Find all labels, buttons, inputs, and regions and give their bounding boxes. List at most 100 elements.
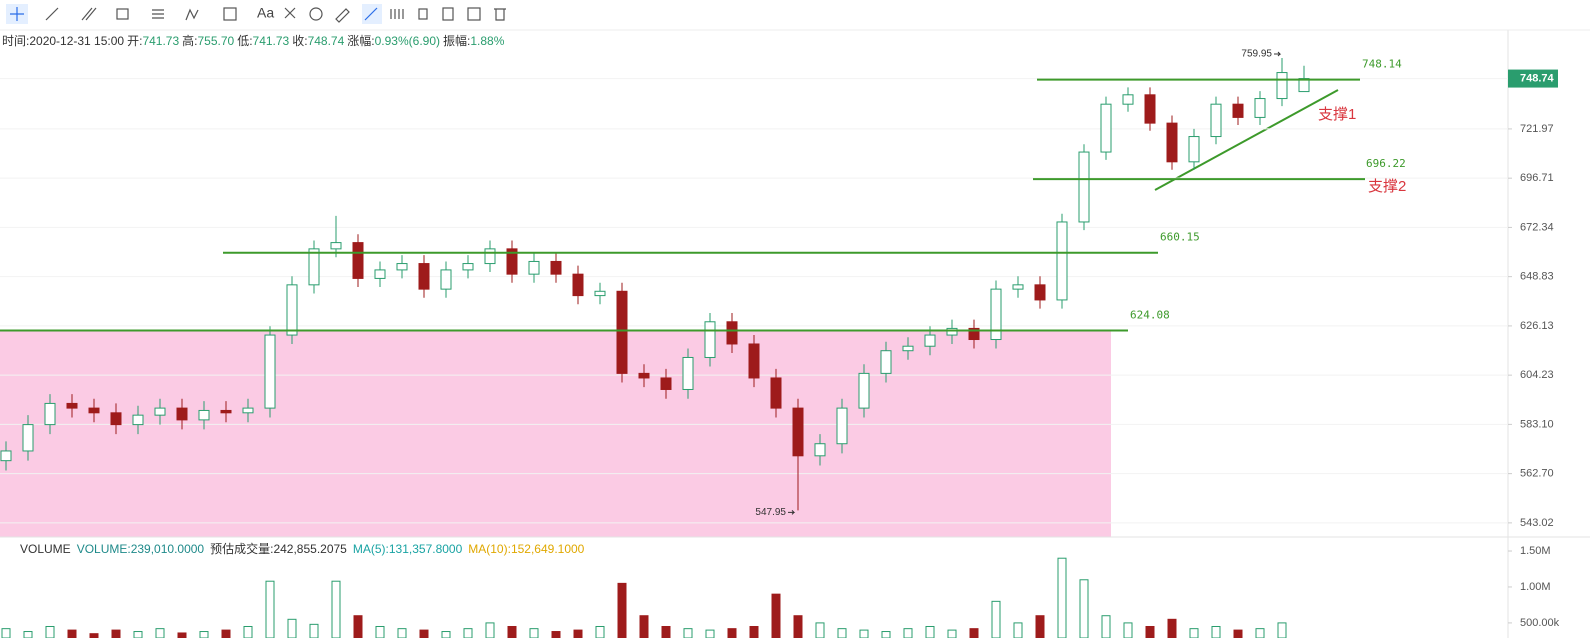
candle-body	[836, 407, 848, 445]
wave-tool[interactable]	[185, 8, 199, 21]
candle-body	[1100, 103, 1112, 153]
candle-body	[1078, 151, 1090, 223]
crosshair-tool[interactable]	[10, 7, 24, 21]
info-label: 时间:	[2, 34, 30, 48]
candle-body	[726, 321, 738, 345]
magnet-tool[interactable]	[309, 7, 323, 21]
candle-body	[858, 372, 870, 409]
volume-stat: 预估成交量:242,855.2075	[210, 542, 347, 556]
candle-body	[1298, 78, 1310, 93]
volume-bar	[89, 633, 99, 638]
bars-tool[interactable]	[390, 9, 404, 19]
y-tick-label: 672.34	[1520, 221, 1554, 233]
volume-bar	[925, 625, 935, 638]
info-value: 741.73	[252, 34, 290, 48]
level-label: 696.22	[1366, 157, 1406, 170]
volume-bar	[661, 625, 671, 638]
volume-bar	[507, 625, 517, 638]
hide-tool[interactable]	[467, 7, 481, 21]
candle-body	[550, 260, 562, 275]
volume-bar	[441, 631, 451, 638]
volume-bar	[485, 622, 495, 638]
volume-bar	[1123, 622, 1133, 638]
volume-bar	[793, 615, 803, 638]
candle-body	[1166, 122, 1178, 163]
text-tool[interactable]: Aa	[257, 5, 274, 21]
candle-body	[0, 450, 12, 462]
level-label: 660.15	[1160, 231, 1200, 244]
candle-body	[1056, 221, 1068, 301]
candle-body	[418, 263, 430, 290]
volume-tick-label: 1.00M	[1520, 581, 1551, 593]
volume-bar	[67, 629, 77, 638]
fib-tool[interactable]	[152, 9, 164, 19]
pen-tool[interactable]	[364, 7, 378, 21]
volume-bar	[375, 625, 385, 638]
volume-bar	[133, 631, 143, 638]
info-value: 748.74	[307, 34, 345, 48]
candle-body	[968, 327, 980, 341]
y-tick-label: 543.02	[1520, 517, 1554, 529]
candle-body	[704, 321, 716, 358]
toolbar[interactable]	[6, 4, 506, 24]
candle-body	[66, 402, 78, 409]
volume-bar	[353, 615, 363, 638]
candle-body	[484, 248, 496, 265]
y-tick-label: 696.71	[1520, 172, 1554, 184]
lock-tool[interactable]	[418, 8, 428, 20]
candle-body	[286, 284, 298, 336]
annotation: 支撑2	[1368, 178, 1406, 195]
candle-body	[242, 407, 254, 414]
info-label: 高:	[182, 34, 198, 48]
candle-body	[330, 242, 342, 250]
info-value: 2020-12-31 15:00	[29, 34, 125, 48]
volume-bar	[287, 618, 297, 638]
candle-body	[132, 414, 144, 426]
tool-active[interactable]	[362, 4, 382, 24]
delete-tool[interactable]	[494, 8, 506, 21]
price-tag	[1508, 69, 1558, 88]
info-label: 振幅:	[443, 34, 471, 48]
candle-body	[1188, 136, 1200, 163]
shape-tool[interactable]	[116, 8, 129, 20]
pattern-tool[interactable]	[284, 7, 296, 19]
candle-body	[352, 242, 364, 279]
candle-body	[682, 356, 694, 390]
volume-bar	[1013, 622, 1023, 638]
line-tool[interactable]	[45, 7, 59, 21]
info-label: 涨幅:	[347, 34, 375, 48]
info-label: 收:	[292, 34, 308, 48]
volume-bar	[573, 629, 583, 638]
y-tick-label: 562.70	[1520, 468, 1554, 480]
volume-bar	[1101, 615, 1111, 638]
candle-body	[572, 273, 584, 297]
candle-body	[1034, 284, 1046, 301]
volume-bar	[1189, 628, 1199, 638]
volume-bar	[111, 629, 121, 638]
candle-body	[902, 345, 914, 352]
candle-body	[308, 248, 320, 286]
volume-bar	[1211, 625, 1221, 638]
copy-tool[interactable]	[442, 7, 454, 21]
volume-bar	[1, 628, 11, 638]
y-tick-label: 604.23	[1520, 369, 1554, 381]
channel-tool[interactable]	[81, 7, 97, 21]
candle-body	[264, 334, 276, 409]
volume-bar	[1035, 615, 1045, 638]
candle-body	[1210, 103, 1222, 138]
volume-bar	[1145, 625, 1155, 638]
volume-stat: MA(5):131,357.8000	[352, 542, 463, 556]
volume-bar	[199, 631, 209, 638]
candle-body	[1276, 72, 1288, 100]
y-tick-label: 648.83	[1520, 271, 1554, 283]
volume-bar	[749, 625, 759, 638]
volume-header: VOLUME VOLUME:239,010.0000 预估成交量:242,855.2…	[8, 540, 590, 557]
ruler-tool[interactable]	[335, 8, 350, 23]
volume-bar	[331, 580, 341, 638]
volume-bar	[177, 632, 187, 638]
candle-body	[770, 377, 782, 409]
measure-tool[interactable]	[223, 7, 237, 21]
volume-bar	[221, 629, 231, 638]
info-value: 741.73	[142, 34, 180, 48]
